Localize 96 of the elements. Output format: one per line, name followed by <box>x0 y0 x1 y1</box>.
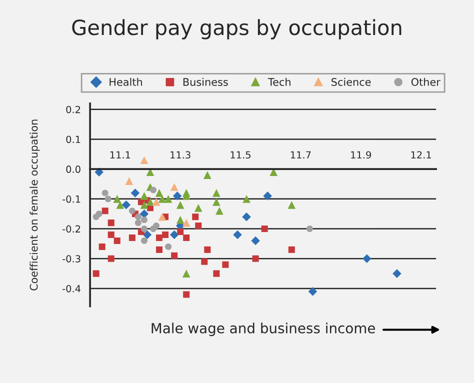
point <box>176 200 184 209</box>
legend-label: Business <box>183 78 228 86</box>
point <box>165 243 172 250</box>
point <box>108 255 114 262</box>
point <box>172 192 182 200</box>
point <box>308 287 318 296</box>
point <box>252 255 259 262</box>
y-tick-label: 0.0 <box>66 166 80 173</box>
point <box>150 186 157 194</box>
point <box>176 216 184 224</box>
point <box>140 192 148 200</box>
x-tick-label: 11.1 <box>110 151 130 158</box>
point <box>263 192 272 200</box>
point <box>146 198 154 206</box>
point <box>182 270 190 278</box>
x-tick-label: 11.3 <box>170 151 190 159</box>
point <box>183 234 190 241</box>
point <box>192 214 199 220</box>
point <box>102 208 108 214</box>
point <box>288 246 295 253</box>
y-tick-label: -0.3 <box>62 255 80 262</box>
point <box>177 228 184 236</box>
point <box>96 210 102 218</box>
point <box>140 200 148 209</box>
y-tick-label: 0.2 <box>66 106 80 114</box>
y-tick-label: -0.1 <box>62 195 80 203</box>
point <box>194 204 202 212</box>
point <box>128 234 136 241</box>
point <box>114 237 120 244</box>
y-tick-label: -0.2 <box>62 225 80 233</box>
point <box>170 183 178 191</box>
point <box>140 226 148 232</box>
y-tick-label: -0.4 <box>62 284 80 292</box>
point <box>134 214 142 220</box>
y-axis-title: Coefficient on female occupation <box>30 120 40 290</box>
point <box>242 212 251 222</box>
point <box>122 200 131 210</box>
point <box>125 177 134 185</box>
point <box>171 252 178 259</box>
point <box>153 222 160 230</box>
point <box>142 230 152 240</box>
x-tick-label: 12.1 <box>411 151 431 158</box>
legend-label: Other <box>411 78 440 86</box>
point <box>128 208 136 214</box>
point <box>140 216 148 224</box>
point <box>362 254 372 264</box>
point <box>270 168 278 176</box>
point <box>182 218 190 227</box>
point <box>108 232 114 238</box>
point <box>98 243 106 250</box>
point <box>212 189 220 197</box>
point <box>213 270 220 277</box>
point <box>134 220 142 226</box>
point <box>104 196 112 202</box>
point <box>146 168 154 176</box>
x-axis-title: Male wage and business income <box>152 322 375 336</box>
point <box>183 291 190 298</box>
point <box>195 222 202 230</box>
point <box>222 261 229 268</box>
point <box>158 195 166 203</box>
point <box>102 190 108 196</box>
point <box>216 206 224 215</box>
point <box>156 234 163 241</box>
point <box>212 198 220 206</box>
point <box>164 195 172 203</box>
point <box>170 230 179 240</box>
point <box>204 246 211 253</box>
point <box>92 270 100 277</box>
y-tick-label: 0.1 <box>66 136 80 144</box>
point <box>261 226 268 232</box>
point <box>201 258 208 265</box>
point <box>140 156 148 164</box>
point <box>156 246 163 253</box>
point <box>288 200 296 209</box>
point <box>152 198 160 206</box>
legend-label: Science <box>332 78 371 86</box>
point <box>113 195 122 203</box>
point <box>242 195 250 203</box>
chart-title: Gender pay gaps by occupation <box>72 19 402 40</box>
point <box>306 226 313 232</box>
point <box>155 189 164 197</box>
point <box>116 200 124 209</box>
point <box>140 237 148 244</box>
point <box>130 188 140 198</box>
x-tick-label: 11.7 <box>290 151 311 158</box>
legend-label: Tech <box>268 78 290 86</box>
point <box>251 236 260 246</box>
x-tick-label: 11.9 <box>351 151 371 159</box>
point <box>162 232 169 238</box>
point <box>158 212 166 221</box>
point <box>392 269 402 278</box>
point <box>108 220 114 226</box>
legend-label: Health <box>110 78 142 86</box>
point <box>233 230 242 240</box>
point <box>203 171 212 179</box>
x-tick-label: 11.5 <box>230 151 250 159</box>
